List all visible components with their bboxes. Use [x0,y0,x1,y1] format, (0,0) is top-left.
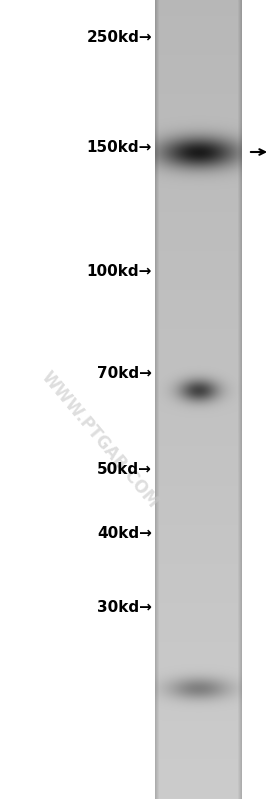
Text: 150kd→: 150kd→ [87,141,152,156]
Text: 250kd→: 250kd→ [86,30,152,46]
Text: 50kd→: 50kd→ [97,463,152,478]
Text: WWW.PTGAB.COM: WWW.PTGAB.COM [38,368,162,512]
Text: 30kd→: 30kd→ [97,599,152,614]
Text: 70kd→: 70kd→ [97,367,152,381]
Text: 40kd→: 40kd→ [97,526,152,540]
Text: 100kd→: 100kd→ [87,264,152,280]
